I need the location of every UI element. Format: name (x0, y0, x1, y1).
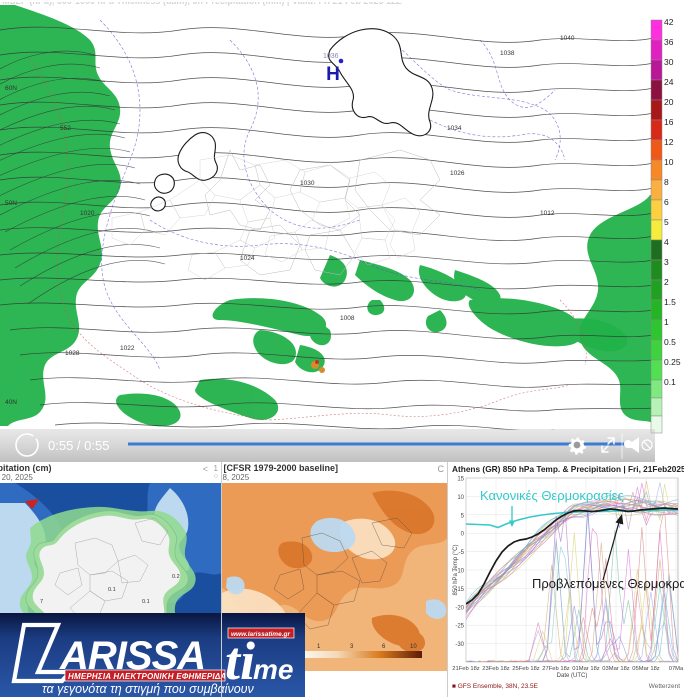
svg-text:7: 7 (40, 599, 43, 605)
svg-text:16: 16 (664, 117, 674, 127)
svg-text:21Feb 18z: 21Feb 18z (452, 666, 479, 672)
svg-text:■ GFS Ensemble, 38N, 23.5E: ■ GFS Ensemble, 38N, 23.5E (452, 683, 539, 690)
svg-text:5: 5 (664, 217, 669, 227)
svg-text:0.25: 0.25 (664, 357, 681, 367)
svg-text:20: 20 (664, 97, 674, 107)
svg-text:1: 1 (664, 317, 669, 327)
svg-text:1038: 1038 (500, 50, 515, 57)
svg-text:1020: 1020 (80, 210, 95, 217)
svg-text:42: 42 (664, 17, 674, 27)
svg-text:30: 30 (664, 57, 674, 67)
svg-text:0.1: 0.1 (108, 587, 116, 593)
svg-text:23Feb 18z: 23Feb 18z (482, 666, 509, 672)
svg-text:www.larissatime.gr: www.larissatime.gr (231, 631, 290, 638)
svg-text:1036: 1036 (323, 53, 339, 60)
svg-text:H: H (326, 64, 340, 85)
svg-text:0.1: 0.1 (142, 599, 150, 605)
svg-text:Προβλεπόμενες Θερμοκρασ: Προβλεπόμενες Θερμοκρασ (532, 576, 684, 591)
svg-text:0:55 / 0:55: 0:55 / 0:55 (48, 438, 109, 453)
svg-text:10: 10 (664, 157, 674, 167)
svg-text:1024: 1024 (240, 255, 255, 262)
svg-text:Κανονικές Θερμοκρασίες: Κανονικές Θερμοκρασίες (480, 488, 624, 503)
svg-text:1030: 1030 (300, 180, 315, 187)
svg-text:ΗΜΕΡΗΣΙΑ ΗΛΕΚΤΡΟΝΙΚΗ ΕΦΗΜΕΡΙΔΑ: ΗΜΕΡΗΣΙΑ ΗΛΕΚΤΡΟΝΙΚΗ ΕΦΗΜΕΡΙΔΑ (68, 672, 226, 681)
svg-text:1008: 1008 (340, 315, 355, 322)
svg-text:4: 4 (664, 237, 669, 247)
svg-text:1034: 1034 (447, 125, 462, 132)
svg-text:1012: 1012 (540, 210, 555, 217)
svg-text:40N: 40N (5, 399, 17, 406)
svg-text:me: me (253, 654, 293, 685)
svg-text:τα γεγονότα τη στιγμή που συμβ: τα γεγονότα τη στιγμή που συμβαίνουν (42, 682, 255, 696)
svg-text:50N: 50N (5, 200, 17, 207)
svg-text:-30: -30 (455, 642, 464, 648)
svg-text:36: 36 (664, 37, 674, 47)
svg-text:Date (UTC): Date (UTC) (557, 673, 588, 679)
svg-text:552: 552 (60, 125, 71, 132)
svg-text:2: 2 (664, 277, 669, 287)
svg-text:0.2: 0.2 (172, 574, 180, 580)
svg-text:3: 3 (664, 257, 669, 267)
svg-text:1.5: 1.5 (664, 297, 676, 307)
svg-text:15: 15 (457, 477, 464, 483)
svg-text:0.1: 0.1 (664, 377, 676, 387)
svg-text:1040: 1040 (560, 35, 575, 42)
svg-text:07Ma: 07Ma (669, 666, 684, 672)
svg-text:0.5: 0.5 (664, 337, 676, 347)
svg-text:6: 6 (664, 197, 669, 207)
svg-text:25Feb 18z: 25Feb 18z (512, 666, 539, 672)
svg-text:03Mar 18z: 03Mar 18z (602, 666, 629, 672)
svg-text:1026: 1026 (450, 170, 465, 177)
svg-text:850 hPa Temp (°C): 850 hPa Temp (°C) (453, 545, 459, 596)
svg-text:10: 10 (457, 495, 464, 501)
svg-text:-5: -5 (459, 550, 465, 556)
svg-text:8: 8 (664, 177, 669, 187)
svg-text:01Mar 18z: 01Mar 18z (572, 666, 599, 672)
svg-text:-25: -25 (455, 624, 464, 630)
svg-text:05Mar 18z: 05Mar 18z (632, 666, 659, 672)
svg-text:1022: 1022 (120, 345, 135, 352)
svg-text:1028: 1028 (65, 350, 80, 357)
svg-text:10: 10 (410, 644, 417, 650)
svg-text:60N: 60N (5, 85, 17, 92)
svg-text:24: 24 (664, 77, 674, 87)
svg-text:Wetterzent: Wetterzent (649, 683, 681, 690)
svg-text:-20: -20 (455, 605, 464, 611)
svg-text:27Feb 18z: 27Feb 18z (542, 666, 569, 672)
svg-text:12: 12 (664, 137, 674, 147)
svg-text:Athens (GR) 850 hPa Temp. &: Athens (GR) 850 hPa Temp. & Precipitatio… (452, 464, 684, 474)
